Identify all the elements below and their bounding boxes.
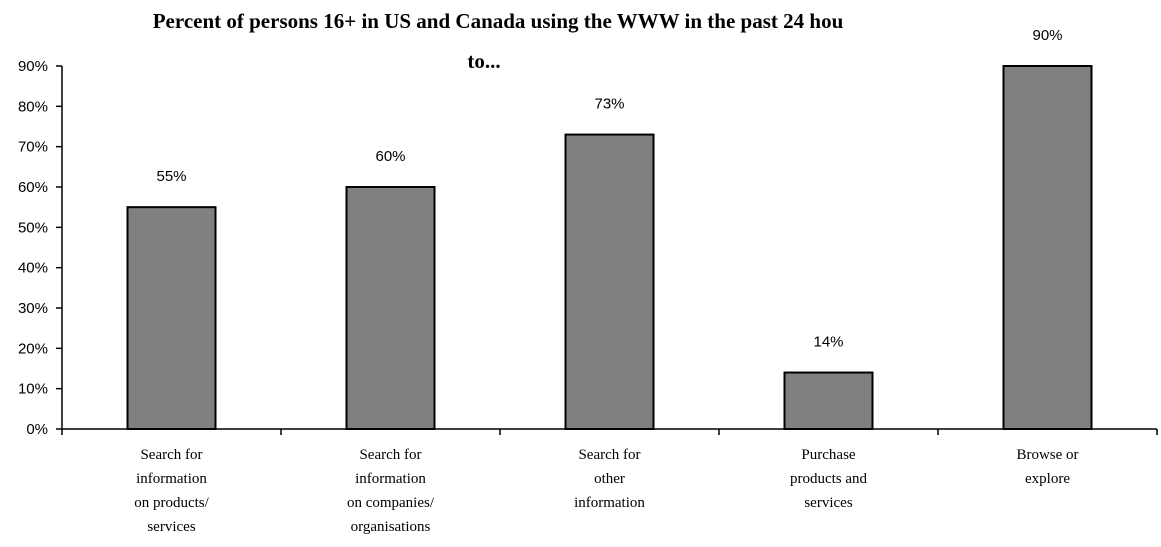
category-label-line: other xyxy=(594,471,625,487)
category-label-line: products and xyxy=(790,471,868,487)
category-label-line: Search for xyxy=(578,447,640,463)
category-label: Purchase products and services xyxy=(790,447,868,511)
category-label-line: Search for xyxy=(359,447,421,463)
bar xyxy=(345,186,436,430)
category-label-line: on products/ xyxy=(134,495,209,511)
category-label-line: services xyxy=(804,495,852,511)
chart-title: Percent of persons 16+ in US and Canada … xyxy=(153,9,844,73)
category-label-line: information xyxy=(574,495,645,511)
y-tick-label: 70% xyxy=(18,139,48,156)
category-label: Search for other information xyxy=(574,447,645,511)
category-label: Search for information on products/service… xyxy=(134,447,209,535)
data-label: 73% xyxy=(594,96,624,113)
category-label-line: on companies/ xyxy=(347,495,435,511)
category-label-line: Browse or xyxy=(1016,447,1078,463)
category-label-line: Search for xyxy=(140,447,202,463)
category-label-line: information xyxy=(136,471,207,487)
category-label-line: services xyxy=(147,519,195,535)
category-label-line: explore xyxy=(1025,471,1070,487)
data-label: 60% xyxy=(375,148,405,165)
bar xyxy=(783,371,874,430)
category-labels: Search for information on products/service… xyxy=(134,447,1078,535)
bar xyxy=(564,133,655,430)
y-tick-label: 20% xyxy=(18,340,48,357)
data-label: 55% xyxy=(156,168,186,185)
category-label: Browse or explore xyxy=(1016,447,1078,487)
y-tick-label: 90% xyxy=(18,58,48,75)
chart-title-line: Percent of persons 16+ in US and Canada … xyxy=(153,9,844,33)
y-tick-label: 80% xyxy=(18,98,48,115)
y-tick-label: 30% xyxy=(18,300,48,317)
y-tick-label: 10% xyxy=(18,381,48,398)
data-label: 14% xyxy=(813,334,843,351)
bar xyxy=(1002,65,1093,430)
data-labels: 55% 60% 73% 14% 90% xyxy=(156,27,1062,351)
chart-title-line: to... xyxy=(467,49,500,73)
category-label-line: organisations xyxy=(351,519,431,535)
category-label-line: information xyxy=(355,471,426,487)
category-label: Search for information on companies/organi… xyxy=(347,447,435,535)
category-label-line: Purchase xyxy=(801,447,855,463)
data-label: 90% xyxy=(1032,27,1062,44)
y-tick-label: 40% xyxy=(18,260,48,277)
y-tick-label: 60% xyxy=(18,179,48,196)
bars xyxy=(126,65,1093,430)
y-axis: 0% 10% 20% 30% 40% 50% 60% 70% 80% 90% xyxy=(18,58,63,438)
y-tick-label: 0% xyxy=(26,421,48,438)
bar xyxy=(126,206,217,430)
y-tick-label: 50% xyxy=(18,219,48,236)
